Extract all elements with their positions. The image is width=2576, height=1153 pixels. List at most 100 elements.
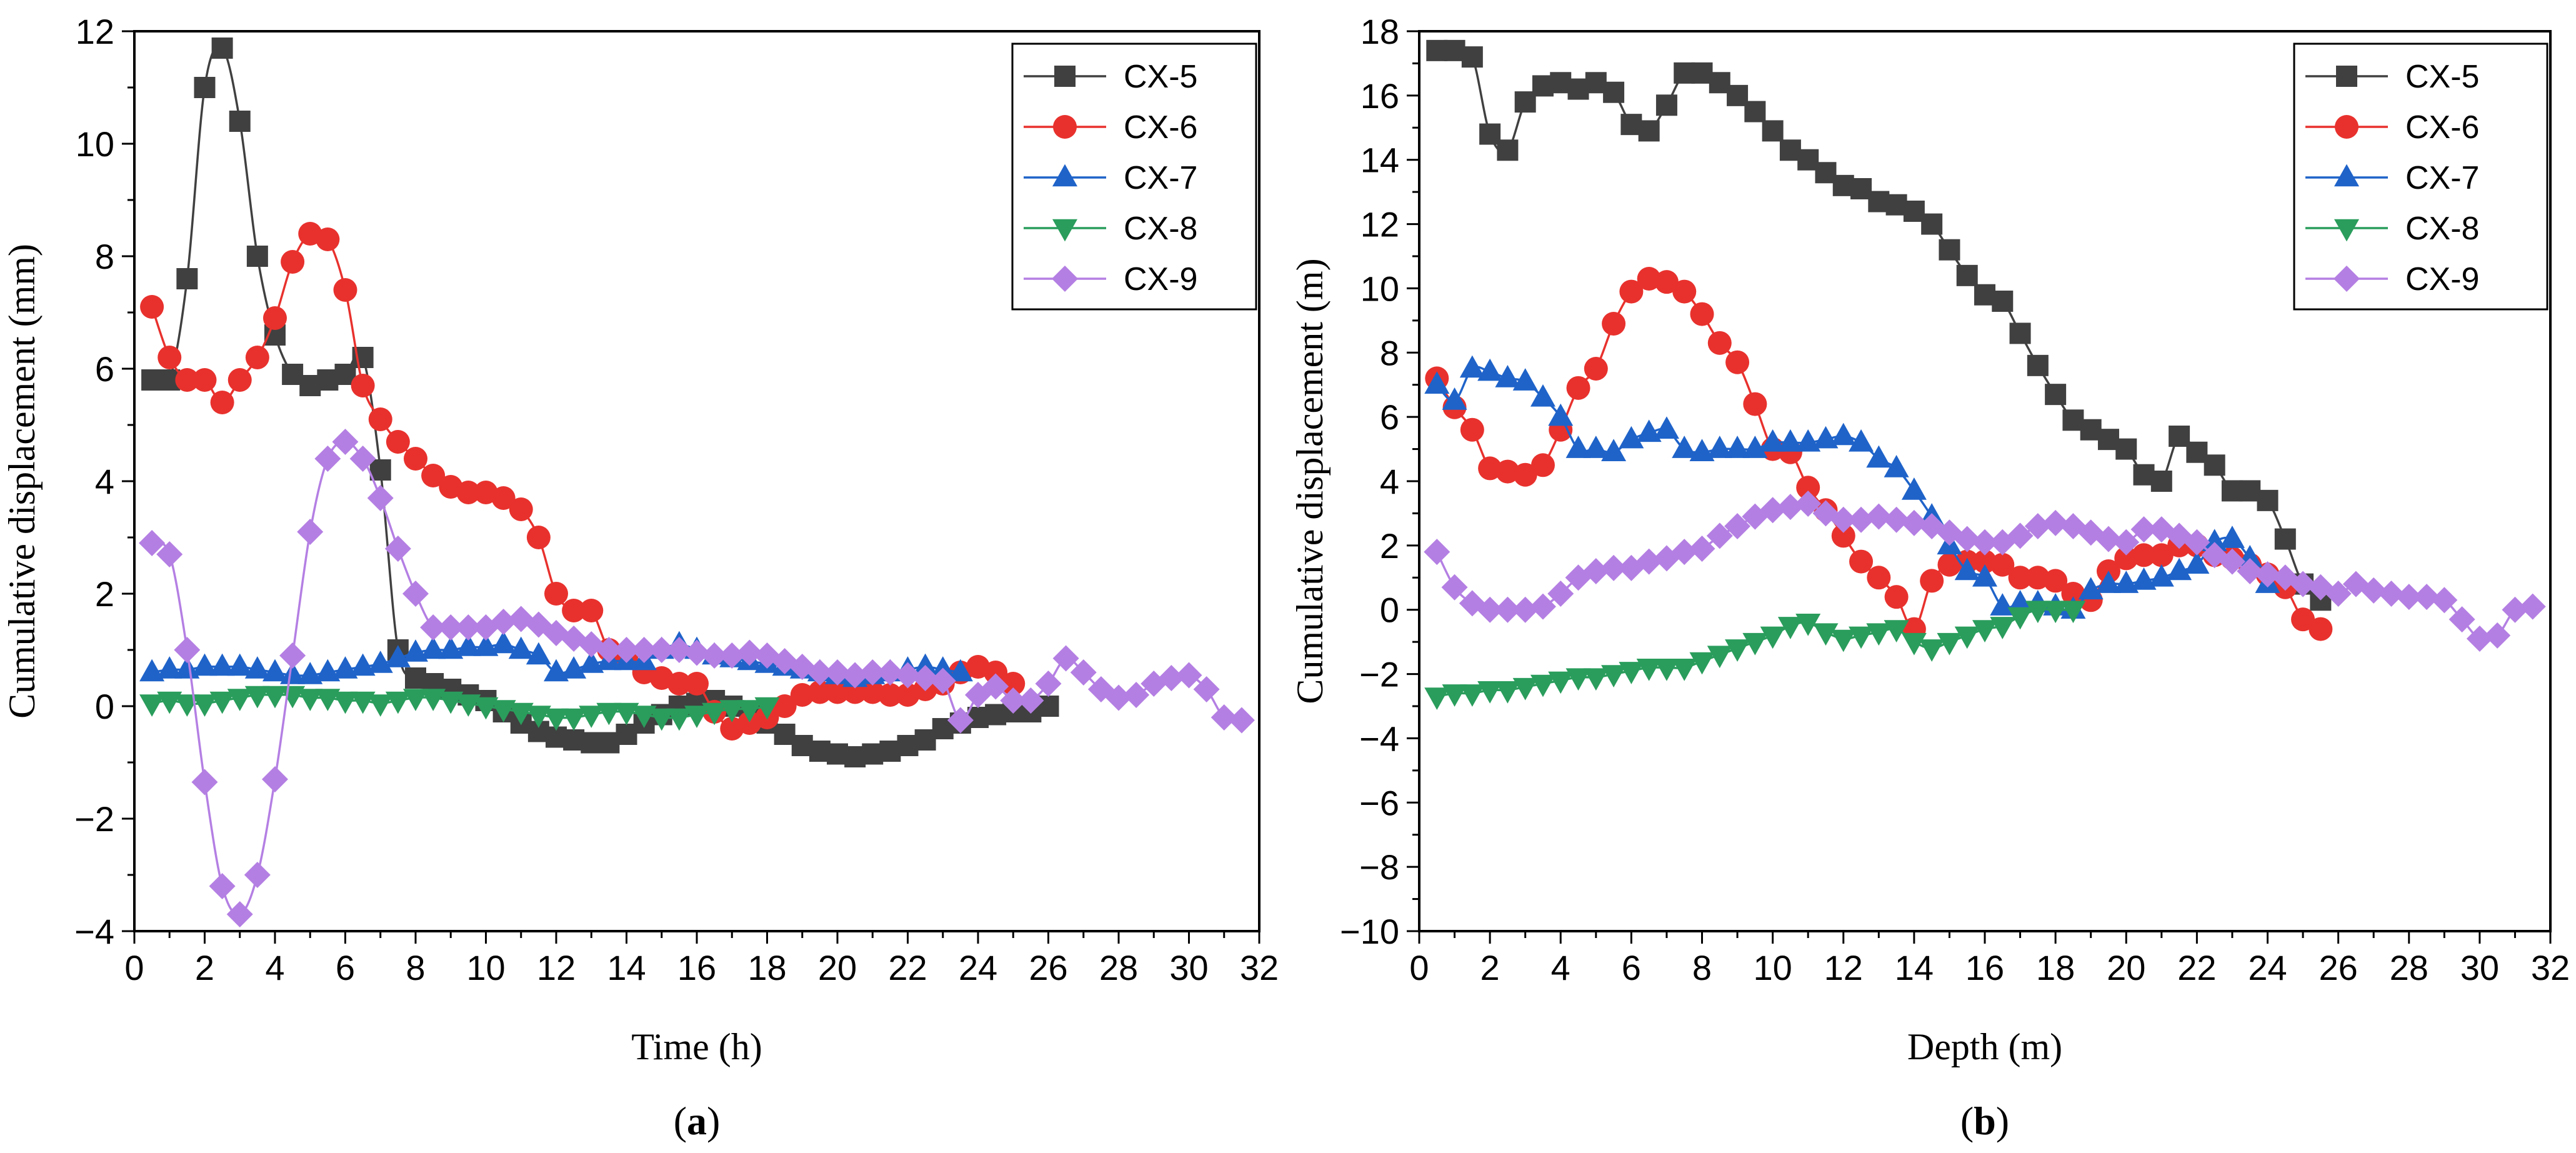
data-point [1990,593,2015,616]
data-point [1603,81,1625,103]
x-tick-label: 0 [124,948,144,987]
data-point [280,662,306,684]
data-point [1638,120,1660,142]
y-tick-label: 0 [95,687,114,726]
data-point [2095,526,2122,552]
data-point [1548,671,1574,694]
data-point [562,599,586,622]
data-point [1584,357,1608,381]
data-point [754,697,780,720]
data-point [807,680,832,704]
data-point [702,702,727,726]
data-point [1707,331,1732,355]
data-point [2502,596,2529,623]
data-point [1672,436,1697,458]
data-point [1547,581,1574,607]
data-point [1001,672,1026,696]
data-point [1849,429,1874,452]
data-point [1972,529,1998,556]
data-point [2484,622,2511,649]
data-point [385,691,411,714]
data-point [1530,453,1555,477]
data-point [1565,436,1591,458]
data-point [1972,620,1997,642]
legend-marker [1053,115,1077,139]
chart-panel-a: 0 2 4 6 8 10 12 14 16 18 20 22 24 26 28 30 32 −4 −2 0 2 4 6 8 10… [1,12,1279,1143]
data-point [2115,438,2137,460]
data-point [1901,632,1927,656]
data-point [526,642,551,665]
data-point [174,637,201,663]
data-point [491,486,516,510]
data-point [1636,659,1662,681]
x-tick-label: 16 [677,948,716,987]
data-point [2024,513,2051,539]
data-point [473,634,499,656]
y-tick-label: 6 [95,349,114,389]
data-point [631,637,657,663]
data-point [140,295,164,319]
data-point [1956,264,1978,286]
data-point [2043,601,2069,624]
data-point [1459,684,1485,707]
data-point [332,656,358,679]
data-point [579,651,604,673]
data-point [2131,567,2157,590]
data-point [2519,593,2546,620]
panel-caption: (a) [674,1099,721,1143]
x-tick-label: 26 [1029,948,1067,987]
data-point [192,368,217,392]
legend-marker [1052,219,1077,242]
data-point [1636,419,1662,442]
data-point [1477,358,1503,381]
data-point [229,111,251,132]
y-tick-label: 14 [1360,141,1399,180]
chart-panel-b: 0 2 4 6 8 10 12 14 16 18 20 22 24 26 28 30 32 −10 −8 −6 −4 −2… [1288,0,2576,1153]
data-point [404,447,427,471]
data-point [1990,617,2015,639]
data-point [349,446,376,472]
data-point [1637,267,1661,291]
data-point [1635,548,1662,575]
data-point [1602,312,1626,336]
data-point [1884,620,1909,642]
plot-frame [1418,30,2552,932]
data-point [139,659,165,682]
data-point [508,636,534,659]
data-point [912,653,938,676]
data-point [246,246,268,267]
data-point [1830,629,1856,652]
data-point [1530,384,1555,407]
data-point [1654,270,1679,294]
data-point [984,661,1008,684]
data-point [1954,557,1980,581]
data-point [579,599,604,622]
legend-label: CX-9 [1124,261,1197,297]
data-point [2007,590,2033,612]
data-point [1548,403,1574,426]
data-point [1777,494,1804,521]
data-point [2044,569,2068,593]
data-point [1742,436,1768,458]
legend-label: CX-5 [2405,59,2479,95]
data-point [1495,681,1520,704]
data-point [281,250,305,274]
x-tick-label: 22 [2177,948,2216,987]
data-point [1052,645,1079,672]
y-tick-label: 4 [95,462,114,501]
data-point [1742,632,1768,656]
data-point [1424,371,1450,394]
data-point [1495,459,1520,484]
data-point [157,656,182,679]
data-point [2184,529,2210,556]
data-point [385,645,411,667]
data-point [262,659,287,682]
x-tick-label: 12 [1824,948,1863,987]
data-point [1777,617,1803,639]
data-point [194,77,216,98]
legend-marker [1052,164,1077,187]
data-point [1849,626,1874,649]
data-point [297,689,323,711]
data-point [1795,614,1821,636]
data-point [1725,350,1750,374]
